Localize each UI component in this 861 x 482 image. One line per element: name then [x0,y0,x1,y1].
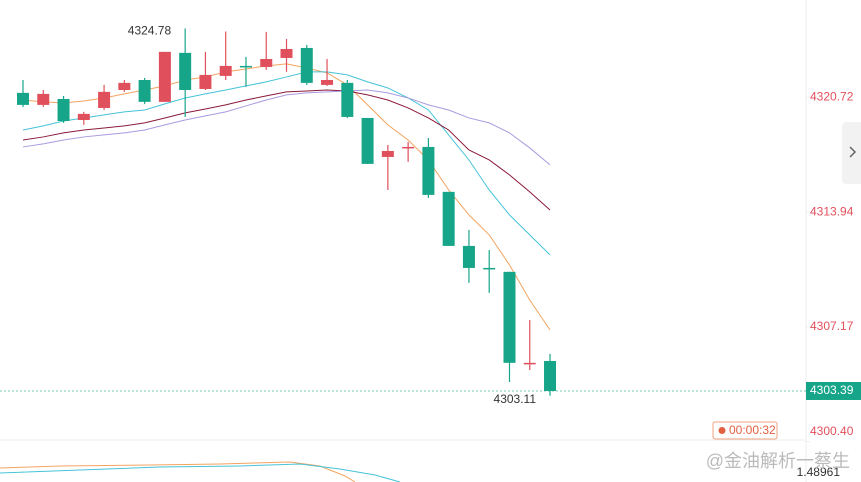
candle [422,137,435,198]
candle-body [523,362,536,365]
candle [158,51,171,102]
candle-body [158,51,171,102]
candle [280,38,293,72]
candle [321,58,334,86]
y-tick-label: 4320.72 [810,89,854,103]
candle-body [442,191,455,246]
candle [77,111,90,125]
candle-body [17,92,29,105]
last-price-box [806,381,861,400]
candle-body [77,113,90,120]
candle [179,28,192,117]
candle-body [422,146,435,195]
y-tick-label: 4300.40 [810,424,854,438]
candle-body [503,271,516,363]
indicator-line [0,461,356,482]
candle-body [483,267,496,270]
candle [300,44,313,85]
candle-body [341,82,354,117]
candle-body [98,91,111,108]
candle [361,117,374,164]
candle-body [179,52,192,90]
candle [544,353,557,396]
watermark: @金油解析一蔡生 [706,451,850,471]
candle-body [321,79,334,85]
candle-body [381,151,394,157]
y-tick-label: 4313.94 [810,204,854,218]
high-label: 4324.78 [128,24,172,38]
candle-body [219,65,232,76]
candle [57,95,70,123]
indicator-line [0,463,401,482]
candle-body [300,47,313,83]
countdown-text: 00:00:32 [729,423,776,437]
candle-body [462,245,475,268]
ma-line [22,89,551,166]
candle-body [118,82,131,90]
candle-body [260,58,273,67]
candle [118,79,131,92]
candle [37,89,50,107]
candle-body [280,48,293,58]
candle [239,56,252,87]
candle [483,249,496,293]
countdown: 00:00:32 [712,421,778,440]
candle-body [138,79,151,102]
candle-body [199,74,212,89]
candle [402,141,415,162]
ma-line [22,89,551,211]
candle-body [57,98,70,122]
scroll-button[interactable] [842,122,861,184]
candle [260,31,273,70]
candle-body [37,93,50,105]
candle [442,191,455,246]
last-price-label: 4303.39 [810,383,854,397]
y-tick-label: 4307.17 [810,319,854,333]
candle-body [239,65,252,68]
candle [341,79,354,118]
candle [503,271,516,383]
indicator-tick-label: 1.48961 [797,465,841,479]
ma-line [22,71,551,256]
candle [199,51,212,90]
candle [17,79,29,107]
candle [138,77,151,104]
candle [219,31,232,80]
candle [462,229,475,283]
candle [98,84,111,110]
low-label: 4303.11 [494,392,537,406]
candle [523,319,536,370]
candle [381,144,394,190]
candle-body [544,360,557,391]
candle-body [402,146,415,149]
candle-body [361,117,374,164]
